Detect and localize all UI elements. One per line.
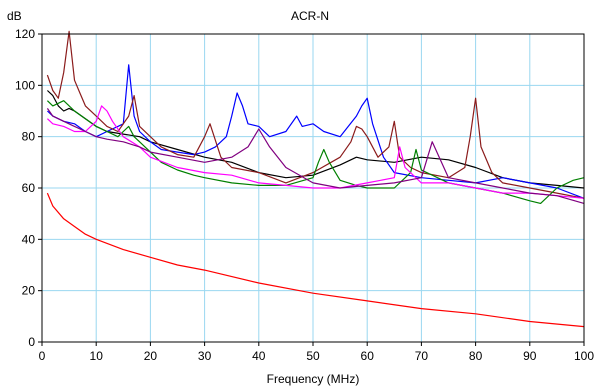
x-tick-label-90: 90 xyxy=(523,349,537,363)
y-axis-unit-label: dB xyxy=(7,9,22,23)
y-tick-label-40: 40 xyxy=(22,232,36,246)
y-tick-label-120: 120 xyxy=(15,27,35,41)
x-tick-label-50: 50 xyxy=(306,349,320,363)
chart-title: ACR-N xyxy=(291,9,329,23)
series-line-3 xyxy=(46,64,585,199)
y-tick-label-60: 60 xyxy=(22,181,36,195)
plot-area xyxy=(46,30,585,328)
series-line-1 xyxy=(46,192,585,328)
series-line-2 xyxy=(46,90,585,189)
x-tick-label-30: 30 xyxy=(198,349,212,363)
x-tick-label-100: 100 xyxy=(574,349,594,363)
y-tick-label-100: 100 xyxy=(15,78,35,92)
x-tick-label-70: 70 xyxy=(415,349,429,363)
y-axis-ticks: 0 20 40 60 80 100 120 xyxy=(15,27,42,349)
x-tick-label-40: 40 xyxy=(252,349,266,363)
x-tick-label-80: 80 xyxy=(469,349,483,363)
x-tick-label-0: 0 xyxy=(39,349,46,363)
series-line-6 xyxy=(46,105,585,199)
x-axis-label: Frequency (MHz) xyxy=(267,372,360,386)
x-tick-label-60: 60 xyxy=(361,349,375,363)
y-tick-label-0: 0 xyxy=(28,335,35,349)
series-line-7 xyxy=(46,108,585,204)
y-tick-label-20: 20 xyxy=(22,284,36,298)
x-axis-ticks: 0 10 20 30 40 50 60 70 80 90 100 xyxy=(39,342,594,363)
y-tick-label-80: 80 xyxy=(22,130,36,144)
x-tick-label-10: 10 xyxy=(90,349,104,363)
series-line-4 xyxy=(46,30,585,199)
x-tick-label-20: 20 xyxy=(144,349,158,363)
